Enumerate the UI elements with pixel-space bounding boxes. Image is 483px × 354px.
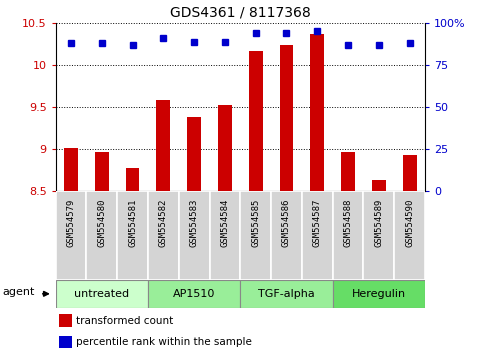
Bar: [126, 168, 140, 191]
Bar: [179, 191, 210, 280]
Bar: [240, 191, 271, 280]
Text: TGF-alpha: TGF-alpha: [258, 289, 315, 299]
Bar: [56, 280, 148, 308]
Bar: [302, 191, 333, 280]
Text: GSM554587: GSM554587: [313, 198, 322, 247]
Bar: [271, 191, 302, 280]
Bar: [187, 117, 201, 191]
Text: Heregulin: Heregulin: [352, 289, 406, 299]
Bar: [59, 314, 72, 327]
Title: GDS4361 / 8117368: GDS4361 / 8117368: [170, 5, 311, 19]
Text: GSM554579: GSM554579: [67, 198, 75, 247]
Bar: [403, 155, 416, 191]
Bar: [59, 336, 72, 348]
Text: transformed count: transformed count: [76, 316, 173, 326]
Bar: [249, 51, 263, 191]
Text: GSM554590: GSM554590: [405, 198, 414, 247]
Bar: [372, 180, 386, 191]
Text: AP1510: AP1510: [173, 289, 215, 299]
Text: GSM554580: GSM554580: [97, 198, 106, 247]
Bar: [156, 100, 170, 191]
Text: GSM554583: GSM554583: [190, 198, 199, 247]
Bar: [218, 105, 232, 191]
Text: GSM554585: GSM554585: [251, 198, 260, 247]
Text: GSM554584: GSM554584: [220, 198, 229, 247]
Bar: [117, 191, 148, 280]
Bar: [280, 45, 293, 191]
Bar: [210, 191, 240, 280]
Bar: [64, 148, 78, 191]
Bar: [394, 191, 425, 280]
Bar: [333, 280, 425, 308]
Text: GSM554581: GSM554581: [128, 198, 137, 247]
Text: GSM554588: GSM554588: [343, 198, 353, 247]
Text: agent: agent: [3, 287, 35, 297]
Bar: [240, 280, 333, 308]
Bar: [333, 191, 364, 280]
Text: GSM554586: GSM554586: [282, 198, 291, 247]
Bar: [95, 152, 109, 191]
Text: GSM554582: GSM554582: [159, 198, 168, 247]
Text: untreated: untreated: [74, 289, 129, 299]
Text: GSM554589: GSM554589: [374, 198, 384, 247]
Bar: [148, 280, 241, 308]
Bar: [341, 152, 355, 191]
Bar: [86, 191, 117, 280]
Bar: [56, 191, 86, 280]
Bar: [364, 191, 394, 280]
Bar: [148, 191, 179, 280]
Text: percentile rank within the sample: percentile rank within the sample: [76, 337, 252, 347]
Bar: [311, 34, 324, 191]
